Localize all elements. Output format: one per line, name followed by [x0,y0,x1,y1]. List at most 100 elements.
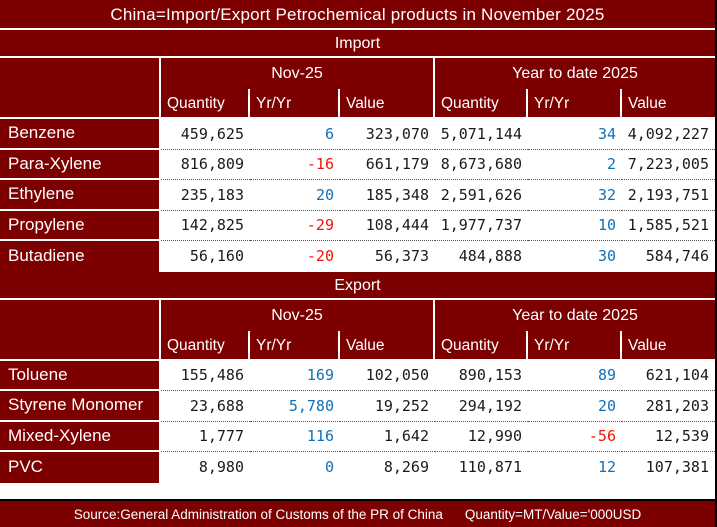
column-header-row-export: Quantity Yr/Yr Value Quantity Yr/Yr Value [0,330,715,361]
value-cell: 2,591,626 [435,180,528,211]
value-cell: 185,348 [340,180,435,211]
table-row: Propylene 142,825 -29 108,444 1,977,737 10 1,5… [0,210,715,241]
value-cell: 294,192 [435,391,528,422]
value-cell: 235,183 [161,180,250,211]
value-cell: -20 [250,241,340,272]
table-row: Benzene 459,625 6 323,070 5,071,144 34 4,092,2… [0,119,715,150]
value-cell: 621,104 [622,360,715,391]
value-cell: 34 [528,119,622,150]
value-cell: 108,444 [340,210,435,241]
table-row: Para-Xylene 816,809 -16 661,179 8,673,680 2 7,… [0,149,715,180]
value-cell: 20 [250,180,340,211]
column-header-3: Quantity [435,330,528,359]
corner-cell [0,299,161,331]
product-name-cell: Para-Xylene [0,149,161,180]
value-cell: 169 [250,360,340,391]
corner-cell [0,58,161,89]
value-cell: 56,160 [161,241,250,272]
value-cell: 20 [528,391,622,422]
product-name-cell: Toluene [0,360,161,391]
footer-units: Quantity=MT/Value='000USD [464,506,642,522]
column-header-5: Value [622,89,715,117]
value-cell: 281,203 [622,391,715,422]
value-cell: 23,688 [161,391,250,422]
table-row: Ethylene 235,183 20 185,348 2,591,626 32 2,193… [0,180,715,211]
value-cell: 2 [528,149,622,180]
value-cell: -56 [528,421,622,452]
product-name-cell: Benzene [0,119,161,150]
value-cell: 1,777 [161,421,250,452]
value-cell: 0 [250,452,340,483]
table-row: Toluene 155,486 169 102,050 890,153 89 621,104 [0,360,715,391]
footer-source: Source:General Administration of Customs… [73,506,443,522]
value-cell: 661,179 [340,149,435,180]
period-header-nov: Nov-25 [161,299,435,331]
product-name-cell: Styrene Monomer [0,391,161,422]
value-cell: 110,871 [435,452,528,483]
period-header-row-export: Nov-25 Year to date 2025 [0,299,715,331]
page-title: China=Import/Export Petrochemical produc… [0,0,715,30]
product-name-cell: Ethylene [0,180,161,211]
table-row: Mixed-Xylene 1,777 116 1,642 12,990 -56 12,539 [0,421,715,452]
value-cell: 323,070 [340,119,435,150]
column-header-4: Yr/Yr [528,330,622,359]
value-cell: 484,888 [435,241,528,272]
column-header-0: Quantity [161,330,250,359]
value-cell: 7,223,005 [622,149,715,180]
product-name-cell: PVC [0,452,161,483]
period-header-ytd: Year to date 2025 [435,299,715,331]
value-cell: 5,780 [250,391,340,422]
column-header-2: Value [340,330,435,359]
corner-cell [0,89,161,117]
value-cell: 1,642 [340,421,435,452]
value-cell: 56,373 [340,241,435,272]
value-cell: -29 [250,210,340,241]
value-cell: 116 [250,421,340,452]
column-header-5: Value [622,330,715,359]
value-cell: 107,381 [622,452,715,483]
footer: Source:General Administration of Customs… [0,499,715,527]
value-cell: 32 [528,180,622,211]
table-row: Butadiene 56,160 -20 56,373 484,888 30 584,746 [0,241,715,272]
section-label-import: Import [0,30,715,58]
value-cell: 459,625 [161,119,250,150]
product-name-cell: Butadiene [0,241,161,272]
value-cell: 155,486 [161,360,250,391]
value-cell: 30 [528,241,622,272]
value-cell: 8,673,680 [435,149,528,180]
table-row: Styrene Monomer 23,688 5,780 19,252 294,192 2… [0,391,715,422]
value-cell: 584,746 [622,241,715,272]
period-header-nov: Nov-25 [161,58,435,89]
column-header-2: Value [340,89,435,117]
value-cell: 1,585,521 [622,210,715,241]
section-label-export: Export [0,271,715,300]
value-cell: 12,990 [435,421,528,452]
value-cell: 12,539 [622,421,715,452]
product-name-cell: Mixed-Xylene [0,421,161,452]
value-cell: 10 [528,210,622,241]
table-row: PVC 8,980 0 8,269 110,871 12 107,381 [0,452,715,483]
period-header-row-import: Nov-25 Year to date 2025 [0,58,715,89]
value-cell: 12 [528,452,622,483]
value-cell: 2,193,751 [622,180,715,211]
data-rows-import: Benzene 459,625 6 323,070 5,071,144 34 4,092,2… [0,119,715,272]
product-name-cell: Propylene [0,210,161,241]
value-cell: 1,977,737 [435,210,528,241]
value-cell: 890,153 [435,360,528,391]
value-cell: 5,071,144 [435,119,528,150]
data-rows-export: Toluene 155,486 169 102,050 890,153 89 621,104… [0,360,715,483]
value-cell: 142,825 [161,210,250,241]
column-header-row-import: Quantity Yr/Yr Value Quantity Yr/Yr Value [0,89,715,119]
value-cell: 4,092,227 [622,119,715,150]
column-header-1: Yr/Yr [250,89,340,117]
value-cell: 816,809 [161,149,250,180]
value-cell: 19,252 [340,391,435,422]
value-cell: 6 [250,119,340,150]
value-cell: -16 [250,149,340,180]
period-header-ytd: Year to date 2025 [435,58,715,89]
corner-cell [0,330,161,359]
column-header-3: Quantity [435,89,528,117]
value-cell: 8,980 [161,452,250,483]
column-header-4: Yr/Yr [528,89,622,117]
